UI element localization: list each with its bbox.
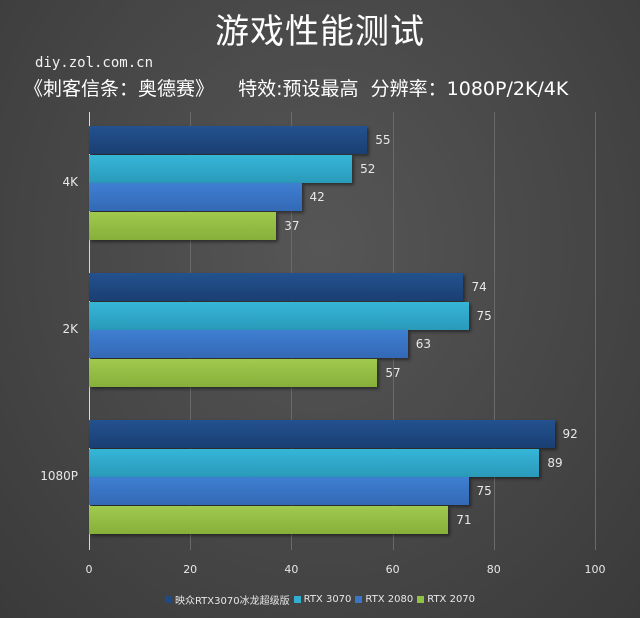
legend-label: RTX 2070: [427, 594, 476, 605]
data-label: 75: [476, 308, 492, 323]
category-label: 1080P: [40, 469, 78, 483]
bar: [89, 301, 469, 330]
tick-label: 80: [486, 563, 501, 576]
tick-label: 0: [85, 563, 93, 576]
data-label: 89: [547, 455, 563, 470]
legend-swatch-icon: [164, 596, 172, 603]
bar: [89, 420, 555, 448]
legend-swatch-icon: [417, 596, 425, 603]
bar: [89, 183, 302, 211]
data-label: 75: [476, 484, 492, 498]
gridline: [595, 112, 596, 550]
legend-item: RTX 2070: [417, 594, 475, 605]
legend-swatch-icon: [355, 596, 363, 603]
bar: [89, 126, 368, 154]
data-label: 74: [471, 280, 487, 294]
bar: [89, 477, 469, 505]
bar: [89, 330, 408, 358]
category-label: 4K: [62, 175, 78, 189]
legend-item: 映众RTX3070冰龙超级版: [164, 592, 290, 607]
data-label: 63: [415, 337, 432, 351]
legend-label: RTX 2080: [365, 594, 414, 605]
legend-item: RTX 2080: [355, 594, 413, 605]
data-label: 92: [562, 427, 578, 441]
bar: [89, 448, 540, 477]
bar: [89, 273, 464, 301]
tick-label: 100: [584, 563, 606, 576]
category-label: 2K: [62, 322, 78, 336]
data-label: 55: [375, 133, 391, 147]
legend-label: RTX 3070: [303, 594, 352, 605]
data-label: 37: [284, 218, 300, 233]
legend-label: 映众RTX3070冰龙超级版: [174, 596, 290, 607]
tick-label: 20: [183, 563, 198, 576]
tick-label: 60: [385, 563, 400, 576]
legend-item: RTX 3070: [293, 594, 352, 605]
bar: [89, 154, 353, 183]
bar: [89, 505, 449, 534]
data-label: 57: [385, 365, 401, 380]
chart-subtitle: 《刺客信条：奥德赛》 特效:预设最高 分辨率：1080P/2K/4K: [24, 78, 569, 100]
data-label: 71: [456, 512, 472, 527]
chart-title: 游戏性能测试: [215, 12, 425, 52]
bar: [89, 211, 277, 240]
data-label: 42: [309, 190, 325, 204]
legend: 映众RTX3070冰龙超级版 RTX 3070 RTX 2080 RTX 2070: [0, 592, 640, 607]
gridline: [493, 112, 495, 550]
data-label: 52: [360, 161, 376, 176]
legend-swatch-icon: [293, 596, 301, 603]
site-watermark: diy.zol.com.cn: [35, 55, 154, 71]
tick-label: 40: [284, 563, 299, 576]
bar: [89, 358, 378, 387]
plot-area: 55 52 42 37 74 75 63 57 92 89 75 71: [89, 112, 596, 550]
